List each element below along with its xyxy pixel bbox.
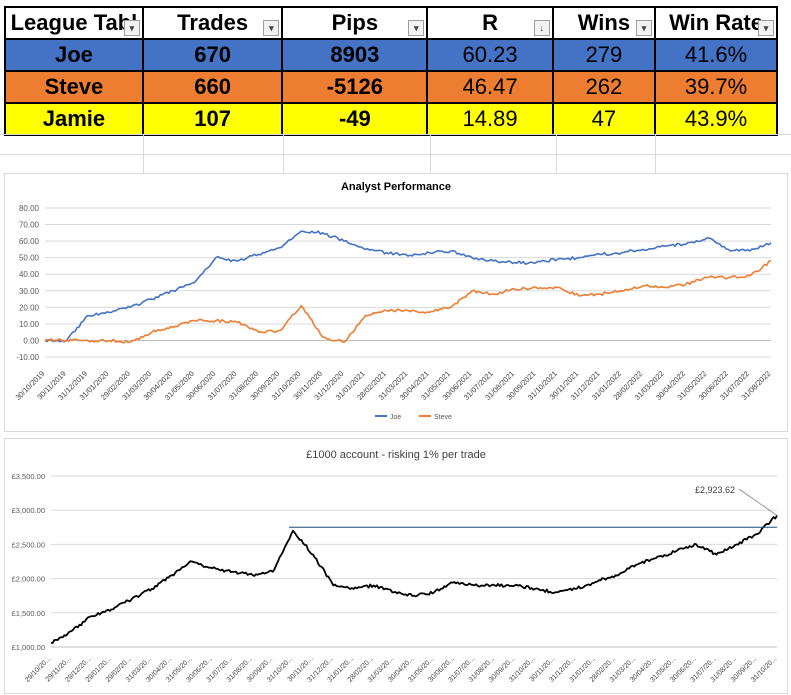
y-tick-label: 20.00 [19,303,40,312]
cell-trades[interactable]: 107 [141,102,284,136]
cell-wins[interactable]: 279 [551,38,657,72]
y-tick-label: 0.00 [23,336,39,345]
cell-win-rate[interactable]: 41.6% [654,38,778,72]
cell-r[interactable]: 60.23 [426,38,554,72]
table-row: Jamie 107 -49 14.89 47 43.9% [4,102,778,136]
y-tick-label: 80.00 [19,204,40,213]
cell-trades[interactable]: 670 [141,38,284,72]
legend-label: Steve [434,414,452,421]
cell-trades[interactable]: 660 [141,70,284,104]
filter-dropdown-icon[interactable]: ▾ [758,20,774,36]
y-tick-label: 70.00 [19,221,40,230]
cell-r[interactable]: 14.89 [426,102,554,136]
cell-pips[interactable]: 8903 [281,38,429,72]
annotation-leader [738,488,778,516]
league-header-row: League Tabl ▾ Trades ▾ Pips ▾ R ↓ Wins ▾ Win … [4,6,778,40]
account-growth-chart[interactable]: £1000 account - risking 1% per trade £1,… [4,438,788,694]
league-body: Joe 670 8903 60.23 279 41.6% Steve 660 -… [4,38,778,136]
table-row: Joe 670 8903 60.23 279 41.6% [4,38,778,72]
header-label: Win Rate [669,10,763,35]
legend-label: Joe [390,414,401,421]
cell-pips[interactable]: -49 [281,102,429,136]
series-line [44,260,772,344]
chart-title: Analyst Performance [340,181,452,193]
header-label: League Tabl [10,10,138,35]
col-header-win-rate[interactable]: Win Rate ▾ [654,6,778,40]
spreadsheet-gridlines [0,134,791,174]
col-header-pips[interactable]: Pips ▾ [281,6,429,40]
cell-name[interactable]: Steve [4,70,144,104]
filter-dropdown-icon[interactable]: ▾ [408,20,425,36]
header-label: Wins [577,10,631,35]
filter-dropdown-icon[interactable]: ▾ [123,20,140,36]
filter-dropdown-icon[interactable]: ▾ [636,20,653,36]
col-header-name[interactable]: League Tabl ▾ [4,6,144,40]
chart-title: £1000 account - risking 1% per trade [306,449,486,461]
filter-dropdown-icon[interactable]: ▾ [263,20,280,36]
y-tick-label: -10.00 [16,353,39,362]
cell-wins[interactable]: 47 [551,102,657,136]
y-tick-label: 60.00 [19,237,40,246]
table-row: Steve 660 -5126 46.47 262 39.7% [4,70,778,104]
cell-pips[interactable]: -5126 [281,70,429,104]
y-tick-label: £1,500.00 [12,609,45,618]
analyst-performance-chart[interactable]: Analyst Performance -10.00 0.00 10.00 20.00… [4,173,788,432]
sort-filter-icon[interactable]: ↓ [533,20,550,36]
header-label: Pips [331,10,379,35]
y-tick-label: 40.00 [19,270,40,279]
analyst-performance-plot: -10.00 0.00 10.00 20.00 30.00 40.00 50.00 60.00… [14,204,773,421]
y-tick-label: £3,500.00 [12,472,45,481]
y-tick-label: £2,000.00 [12,575,45,584]
account-growth-plot: £1,000.00 £1,500.00 £2,000.00 £2,500.00 £3,0… [12,472,779,684]
league-table: League Tabl ▾ Trades ▾ Pips ▾ R ↓ Wins ▾ Win … [4,6,778,136]
y-tick-label: £1,000.00 [12,643,45,652]
col-header-r[interactable]: R ↓ [426,6,554,40]
cell-wins[interactable]: 262 [551,70,657,104]
col-header-trades[interactable]: Trades ▾ [141,6,284,40]
y-tick-label: £3,000.00 [12,506,45,515]
cell-name[interactable]: Joe [4,38,144,72]
cell-win-rate[interactable]: 39.7% [654,70,778,104]
cell-name[interactable]: Jamie [4,102,144,136]
legend: Joe Steve [375,414,452,421]
series-line [44,230,772,343]
header-label: Trades [177,10,249,35]
series-line [50,514,778,644]
y-tick-label: 30.00 [19,287,40,296]
col-header-wins[interactable]: Wins ▾ [551,6,657,40]
cell-r[interactable]: 46.47 [426,70,554,104]
y-tick-label: £2,500.00 [12,540,45,549]
y-tick-label: 10.00 [19,320,40,329]
y-tick-label: 50.00 [19,254,40,263]
data-label: £2,923.62 [695,485,735,495]
cell-win-rate[interactable]: 43.9% [654,102,778,136]
header-label: R [482,10,498,35]
